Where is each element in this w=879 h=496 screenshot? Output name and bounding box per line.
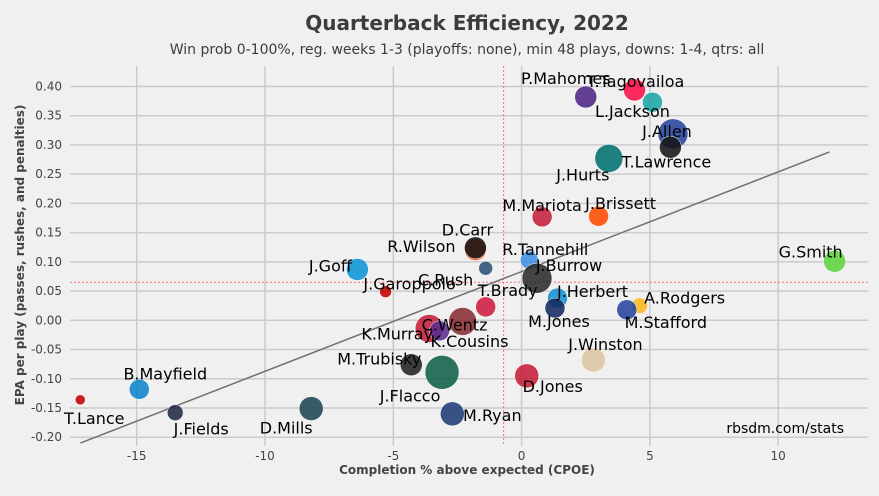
x-tick-label: 5 [646,449,654,463]
qb-point-c-rush [478,261,493,276]
qb-label-a-rodgers: A.Rodgers [644,289,725,308]
qb-label-b-mayfield: B.Mayfield [123,364,207,383]
qb-label-j-herbert: J.Herbert [556,282,628,301]
y-tick-label: -0.05 [31,343,62,357]
y-tick-label: 0.25 [35,167,62,181]
y-tick-label: 0.05 [35,284,62,298]
qb-point-t-lance [75,394,86,406]
qb-point-b-mayfield [129,379,150,400]
qb-point-c-wentz [448,307,477,336]
qb-label-d-carr: D.Carr [442,221,494,240]
qb-point-m-ryan [440,401,465,427]
qb-point-t-lawrence [659,136,682,159]
qb-point-j-goff [346,258,369,281]
qb-point-j-flacco [424,355,460,390]
y-tick-label: 0.40 [35,79,62,93]
qb-label-k-cousins: K.Cousins [431,332,509,351]
qb-label-r-wilson: R.Wilson [387,237,455,256]
qb-label-j-burrow: J.Burrow [535,256,602,275]
qb-point-t-brady [475,296,496,318]
qb-label-p-mahomes: P.Mahomes [521,69,611,88]
qb-point-j-garoppolo [379,285,392,298]
grid [70,66,868,446]
qb-point-g-smith [823,250,846,273]
qb-point-m-trubisky [400,353,423,376]
qb-label-r-tannehill: R.Tannehill [502,240,588,259]
y-axis-label: EPA per play (passes, rushes, and penalt… [13,105,27,406]
y-tick-label: -0.20 [31,430,62,444]
qb-point-j-burrow [521,262,553,294]
qb-label-m-stafford: M.Stafford [625,313,707,332]
qb-label-c-wentz: C.Wentz [422,315,488,334]
reference-lines [70,66,868,446]
qb-label-j-hurts: J.Hurts [555,165,609,184]
qb-label-j-winston: J.Winston [567,335,642,354]
qb-label-t-tagovailoa: T.Tagovailoa [586,72,685,91]
qb-label-m-trubisky: M.Trubisky [337,350,421,369]
qb-label-d-mills: D.Mills [260,419,313,438]
qb-label-j-fields: J.Fields [173,420,229,439]
y-tick-label: 0.20 [35,196,62,210]
qb-label-m-ryan: M.Ryan [463,406,522,425]
qb-label-c-rush: C.Rush [418,270,473,289]
qb-point-p-mahomes [574,85,597,109]
qb-point-k-cousins [429,320,450,342]
data-points [75,78,846,427]
x-tick-label: 0 [518,449,526,463]
qb-point-j-brissett [588,205,609,227]
qb-point-d-jones [514,363,539,389]
qb-point-j-fields [166,404,184,421]
regression-line [79,151,830,444]
qb-point-t-tagovailoa [623,78,646,102]
qb-point-j-winston [581,347,606,373]
y-tick-label: -0.10 [31,372,62,386]
y-tick-label: 0.30 [35,138,62,152]
y-tick-label: 0.10 [35,255,62,269]
qb-point-m-jones [544,297,566,319]
qb-point-m-mariota [531,206,553,228]
x-axis-label: Completion % above expected (CPOE) [339,463,595,477]
qb-point-d-mills [298,396,324,421]
qb-label-j-goff: J.Goff [308,256,353,275]
tick-labels: -15 -10 -5 0 5 10 -0.20 -0.15 -0.10 -0.05 0.00 0.05… [31,79,786,463]
qb-label-t-brady: T.Brady [477,281,538,300]
trend-line [79,151,830,444]
y-tick-label: 0.35 [35,109,62,123]
qb-point-m-stafford [616,299,638,321]
qb-label-j-garoppolo: J.Garoppolo [362,275,455,294]
qb-label-d-jones: D.Jones [523,377,583,396]
x-tick-label: -5 [387,449,399,463]
y-tick-label: -0.15 [31,401,62,415]
y-tick-label: 0.00 [35,313,62,327]
y-tick-label: 0.15 [35,226,62,240]
qb-label-k-murray: K.Murray [361,324,433,343]
qb-point-j-hurts [594,144,624,173]
qb-point-r-wilson [464,236,487,260]
qb-label-j-brissett: J.Brissett [584,194,656,213]
credit-text: rbsdm.com/stats [726,421,844,437]
chart-subtitle: Win prob 0-100%, reg. weeks 1-3 (playoff… [170,42,765,58]
x-tick-label: -15 [127,449,147,463]
qb-label-l-jackson: L.Jackson [595,102,670,121]
x-tick-label: 10 [771,449,786,463]
x-tick-label: -10 [255,449,275,463]
qb-label-m-jones: M.Jones [528,312,590,331]
qb-label-j-flacco: J.Flacco [379,386,441,405]
qb-label-j-allen: J.Allen [641,122,692,141]
qb-label-m-mariota: M.Mariota [502,196,581,215]
chart-title: Quarterback Efficiency, 2022 [305,11,629,35]
qb-point-l-jackson [642,91,663,113]
qb-label-g-smith: G.Smith [779,242,843,261]
qb-label-t-lawrence: T.Lawrence [621,152,712,171]
qb-label-t-lance: T.Lance [63,409,124,428]
